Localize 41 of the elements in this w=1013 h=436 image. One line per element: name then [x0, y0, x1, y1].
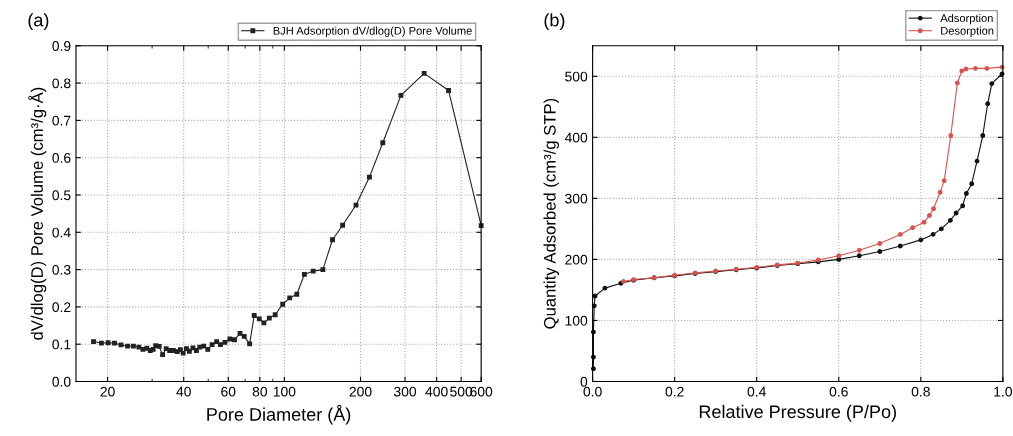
y-tick-label: 0.1	[52, 339, 71, 350]
y-tick-label: 0.0	[52, 376, 71, 387]
y-tick-label: 0.4	[52, 227, 71, 238]
y-axis-title: Quantity Adsorbed (cm³/g STP)	[543, 98, 560, 329]
y-tick-label: 400	[564, 132, 588, 143]
legend-label: Desorption	[941, 26, 994, 37]
x-axis-title: Relative Pressure (P/Po)	[699, 404, 896, 422]
y-tick-label: 0.7	[52, 115, 71, 126]
y-tick-label: 300	[565, 193, 588, 204]
x-tick-label: 0.8	[911, 386, 930, 397]
y-tick-label: 500	[565, 71, 588, 82]
x-tick-label: 0.6	[829, 386, 848, 397]
x-tick-label: 80	[252, 386, 268, 397]
x-tick-label: 60	[221, 386, 236, 397]
y-tick-label: 0	[580, 376, 588, 387]
y-tick-label: 200	[565, 254, 588, 265]
chart-title: (a)	[28, 13, 49, 31]
x-tick-label: 300	[393, 386, 417, 397]
x-tick-label: 0.4	[747, 386, 766, 397]
y-axis-title: dV/dlog(D) Pore Volume (cm³/g·Å)	[28, 87, 47, 340]
legend-label: BJH Adsorption dV/dlog(D) Pore Volume	[273, 26, 472, 37]
y-tick-label: 0.5	[52, 190, 71, 201]
x-tick-label: 40	[176, 386, 191, 397]
x-tick-label: 1.0	[994, 386, 1012, 397]
x-tick-label: 20	[100, 386, 115, 397]
x-tick-label: 0.2	[665, 386, 684, 397]
x-tick-label: 100	[273, 386, 296, 397]
chart-title: (b)	[544, 13, 565, 31]
y-tick-label: 0.3	[52, 264, 71, 275]
y-tick-label: 100	[565, 315, 588, 326]
legend-label: Adsorption	[940, 13, 993, 25]
y-tick-label: 0.6	[52, 153, 71, 163]
y-tick-label: 0.8	[52, 78, 71, 89]
x-tick-label: 600	[470, 386, 493, 397]
x-axis-title: Pore Diameter (Å)	[207, 404, 351, 425]
y-tick-label: 0.9	[52, 41, 71, 51]
x-tick-label: 500	[450, 386, 473, 397]
y-tick-label: 0.2	[52, 302, 71, 313]
x-tick-label: 400	[425, 386, 448, 397]
x-tick-label: 0.0	[583, 386, 602, 397]
x-tick-label: 200	[349, 386, 372, 397]
